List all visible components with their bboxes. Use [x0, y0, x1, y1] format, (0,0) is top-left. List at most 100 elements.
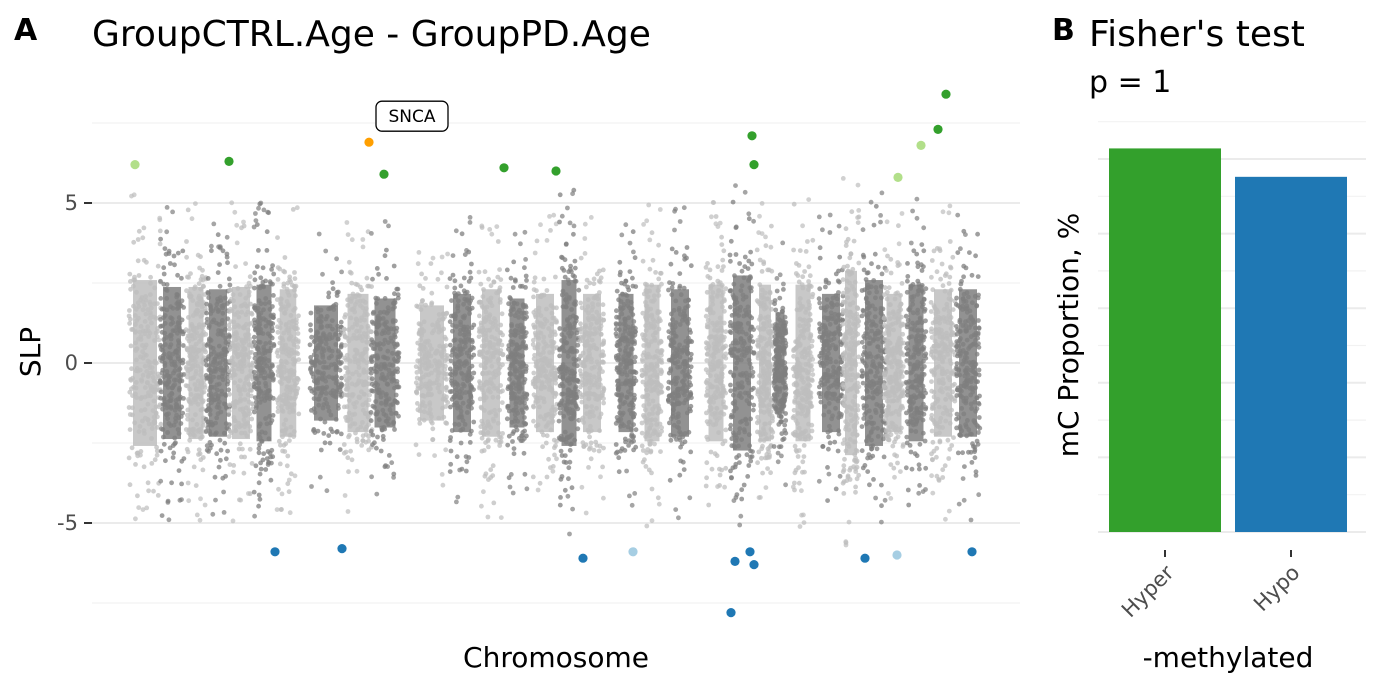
data-point: [146, 488, 152, 494]
data-point: [680, 348, 685, 353]
data-point: [175, 272, 181, 278]
data-point: [613, 442, 619, 447]
data-point: [288, 424, 294, 430]
data-point: [370, 276, 375, 282]
data-point: [193, 386, 199, 391]
data-point: [249, 401, 255, 407]
data-point: [749, 315, 755, 321]
data-point: [444, 311, 449, 316]
data-point: [263, 383, 269, 389]
data-point: [257, 496, 263, 502]
data-point: [498, 435, 504, 441]
data-point: [192, 331, 198, 337]
data-point: [161, 374, 167, 380]
data-point: [449, 380, 455, 386]
data-point: [129, 386, 134, 392]
data-point: [326, 294, 331, 300]
data-point: [712, 451, 718, 457]
data-point: [681, 285, 687, 291]
data-point: [435, 385, 441, 391]
outlier-point: [681, 205, 687, 211]
data-point: [140, 343, 145, 348]
data-point: [671, 422, 677, 428]
data-point: [154, 360, 159, 366]
data-point: [598, 275, 604, 281]
outlier-point: [467, 220, 473, 225]
data-point: [423, 276, 428, 281]
data-point: [196, 281, 202, 286]
outlier-point: [389, 460, 395, 466]
data-point: [456, 393, 462, 399]
data-point: [626, 351, 631, 357]
data-point: [451, 338, 457, 343]
data-point: [154, 448, 160, 454]
data-point: [631, 392, 637, 398]
data-point: [514, 342, 520, 348]
data-point: [227, 462, 233, 467]
data-point: [232, 312, 238, 317]
data-point: [613, 326, 619, 332]
data-point: [530, 379, 536, 384]
data-point: [448, 461, 454, 467]
data-point: [158, 389, 164, 395]
data-point: [267, 450, 273, 456]
data-point: [580, 415, 586, 421]
data-point: [541, 416, 547, 422]
data-point: [339, 375, 344, 381]
data-point: [461, 301, 466, 307]
data-point: [185, 383, 191, 389]
data-point: [496, 356, 502, 362]
data-point: [330, 280, 335, 285]
data-point: [341, 392, 347, 398]
data-point: [155, 386, 161, 392]
data-point: [275, 353, 281, 359]
data-point: [266, 460, 272, 465]
data-point: [721, 248, 727, 254]
data-point: [628, 391, 633, 397]
data-point: [709, 406, 714, 411]
data-point: [490, 394, 496, 400]
data-point: [200, 406, 206, 412]
data-point: [267, 340, 273, 345]
data-point: [553, 406, 559, 412]
data-point: [598, 320, 604, 326]
data-point: [537, 480, 543, 486]
data-point: [269, 418, 275, 423]
data-point: [643, 288, 649, 293]
data-point: [572, 400, 578, 406]
data-point: [574, 377, 580, 383]
outlier-point: [673, 507, 679, 512]
data-point: [388, 326, 394, 332]
data-point: [524, 392, 530, 398]
data-point: [232, 324, 238, 330]
outlier-point: [170, 209, 176, 215]
data-point: [222, 327, 228, 332]
data-point: [198, 368, 204, 374]
data-point: [531, 403, 536, 409]
data-point: [199, 434, 205, 440]
data-point: [243, 405, 249, 411]
data-point: [677, 271, 683, 276]
data-point: [430, 322, 435, 328]
data-point: [370, 388, 376, 394]
data-point: [452, 316, 458, 322]
outlier-point: [251, 224, 257, 230]
data-point: [587, 343, 593, 349]
data-point: [275, 324, 280, 330]
data-point: [436, 329, 442, 335]
data-point: [514, 427, 520, 433]
data-point: [719, 467, 725, 473]
data-point: [349, 280, 355, 286]
data-point: [589, 307, 595, 313]
data-point: [362, 317, 367, 323]
outlier-point: [508, 472, 514, 477]
data-point: [318, 447, 324, 453]
data-point: [222, 440, 228, 446]
data-point: [184, 254, 190, 260]
data-point: [220, 377, 226, 383]
data-point: [652, 323, 657, 329]
outlier-point: [565, 205, 570, 211]
data-point: [708, 449, 714, 455]
data-point: [333, 342, 339, 347]
data-point: [356, 365, 362, 370]
